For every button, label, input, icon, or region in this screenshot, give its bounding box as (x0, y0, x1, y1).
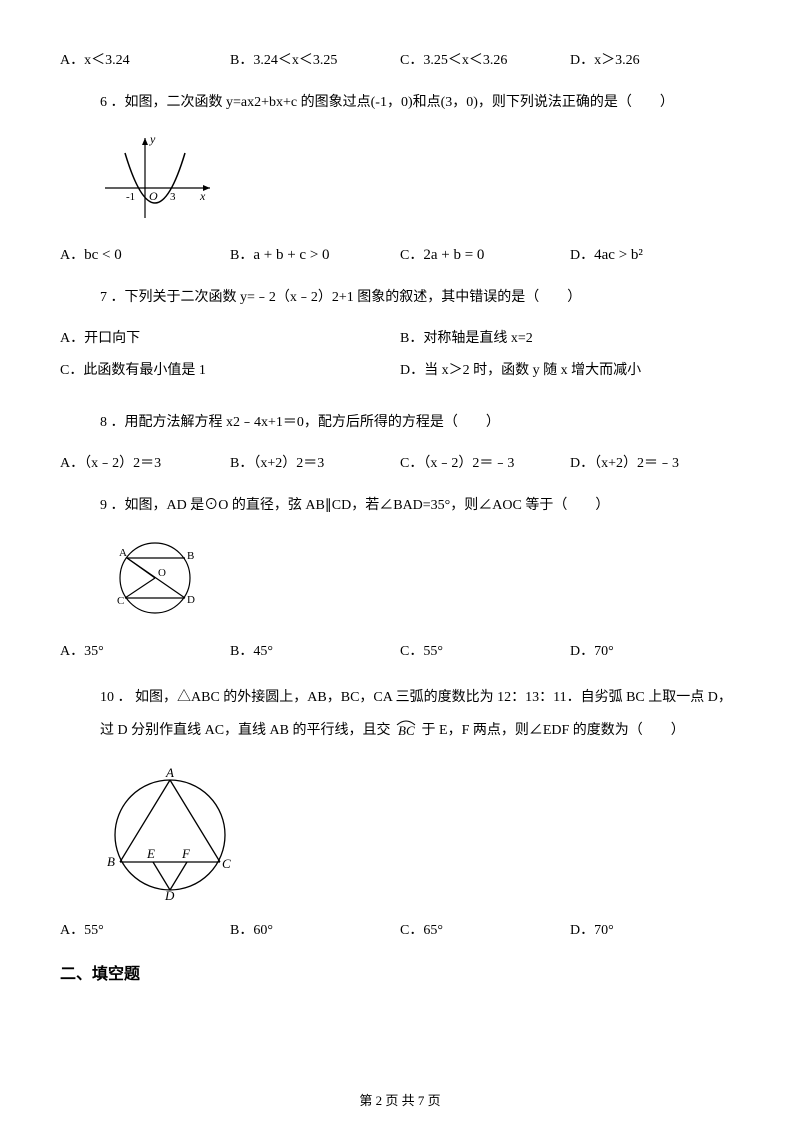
q7-option-d: D．当 x＞2 时，函数 y 随 x 增大而减小 (400, 360, 740, 382)
q9-label-b: B (187, 550, 194, 562)
q10-option-c: C．65° (400, 920, 570, 942)
q6-option-a: A．bc < 0 (60, 243, 230, 267)
q7-option-a: A．开口向下 (60, 328, 400, 350)
q5-options: A．x＜3.24 B．3.24＜x＜3.25 C．3.25＜x＜3.26 D．x… (60, 50, 740, 72)
q6-option-d: D．4ac > b² (570, 243, 740, 267)
q7-options: A．开口向下 B．对称轴是直线 x=2 C．此函数有最小值是 1 D．当 x＞2… (60, 328, 740, 393)
q6-a-prefix: A． (60, 248, 84, 263)
q5-option-d: D．x＞3.26 (570, 50, 740, 72)
page-footer: 第 2 页 共 7 页 (0, 1091, 800, 1112)
label-o: O (149, 189, 158, 203)
q6-d-math: 4ac > b² (594, 247, 643, 263)
q6-text: 6 ．如图，二次函数 y=ax2+bx+c 的图象过点(-1，0)和点(3，0)… (60, 92, 740, 114)
q8-option-c: C．（x﹣2）2＝﹣3 (400, 453, 570, 475)
q8-text: 8 ．用配方法解方程 x2﹣4x+1＝0，配方后所得的方程是（ ） (60, 412, 740, 434)
q9-option-d: D．70° (570, 641, 740, 663)
q9-figure: A B C D O (100, 536, 740, 621)
q9-label-a: A (119, 547, 127, 559)
q10-text: 10 ． 如图，△ABC 的外接圆上，AB，BC，CA 三弧的度数比为 12：1… (60, 683, 740, 747)
q6-c-prefix: C． (400, 248, 423, 263)
q6-b-math: a + b + c > 0 (253, 247, 329, 263)
q9-label-o: O (158, 567, 166, 579)
q9-label-c: C (117, 595, 124, 607)
q7-option-b: B．对称轴是直线 x=2 (400, 328, 740, 350)
q6-a-math: bc < 0 (84, 247, 122, 263)
q7-text: 7 ．下列关于二次函数 y=﹣2（x﹣2）2+1 图象的叙述，其中错误的是（ ） (60, 287, 740, 309)
q9-text: 9 ．如图，AD 是⊙O 的直径，弦 AB∥CD，若∠BAD=35°，则∠AOC… (60, 495, 740, 517)
svg-text:BC: BC (398, 723, 415, 737)
q5-option-b: B．3.24＜x＜3.25 (230, 50, 400, 72)
arc-bc: BC (394, 726, 418, 741)
q6-d-prefix: D． (570, 248, 594, 263)
q9-options: A．35° B．45° C．55° D．70° (60, 641, 740, 663)
q9-option-c: C．55° (400, 641, 570, 663)
q6-option-c: C．2a + b = 0 (400, 243, 570, 267)
q10-text-part2: 于 E，F 两点，则∠EDF 的度数为（ ） (422, 723, 685, 738)
q10-label-a: A (165, 765, 174, 780)
q10-option-a: A．55° (60, 920, 230, 942)
q9-label-d: D (187, 594, 195, 606)
label-y: y (149, 133, 156, 146)
q10-label-e: E (146, 846, 155, 861)
q6-figure: -1 3 x y O (100, 133, 740, 223)
q5-option-a: A．x＜3.24 (60, 50, 230, 72)
q8-option-b: B．（x+2）2＝3 (230, 453, 400, 475)
q10-option-d: D．70° (570, 920, 740, 942)
q10-option-b: B．60° (230, 920, 400, 942)
section2-title: 二、填空题 (60, 962, 740, 988)
q10-figure: A B C D E F (100, 765, 740, 900)
q10-options: A．55° B．60° C．65° D．70° (60, 920, 740, 942)
q8-options: A．（x﹣2）2＝3 B．（x+2）2＝3 C．（x﹣2）2＝﹣3 D．（x+2… (60, 453, 740, 475)
q10-label-c: C (222, 856, 231, 871)
q6-option-b: B．a + b + c > 0 (230, 243, 400, 267)
q10-label-b: B (107, 854, 115, 869)
q8-option-a: A．（x﹣2）2＝3 (60, 453, 230, 475)
q6-options: A．bc < 0 B．a + b + c > 0 C．2a + b = 0 D．… (60, 243, 740, 267)
label-x: x (199, 189, 206, 203)
q8-option-d: D．（x+2）2＝﹣3 (570, 453, 740, 475)
q7-option-c: C．此函数有最小值是 1 (60, 360, 400, 382)
label-neg1: -1 (126, 191, 135, 203)
q9-option-b: B．45° (230, 641, 400, 663)
q5-option-c: C．3.25＜x＜3.26 (400, 50, 570, 72)
q10-label-f: F (181, 846, 191, 861)
q6-b-prefix: B． (230, 248, 253, 263)
q9-option-a: A．35° (60, 641, 230, 663)
q10-label-d: D (164, 888, 175, 900)
label-3: 3 (170, 191, 176, 203)
q6-c-math: 2a + b = 0 (423, 247, 484, 263)
